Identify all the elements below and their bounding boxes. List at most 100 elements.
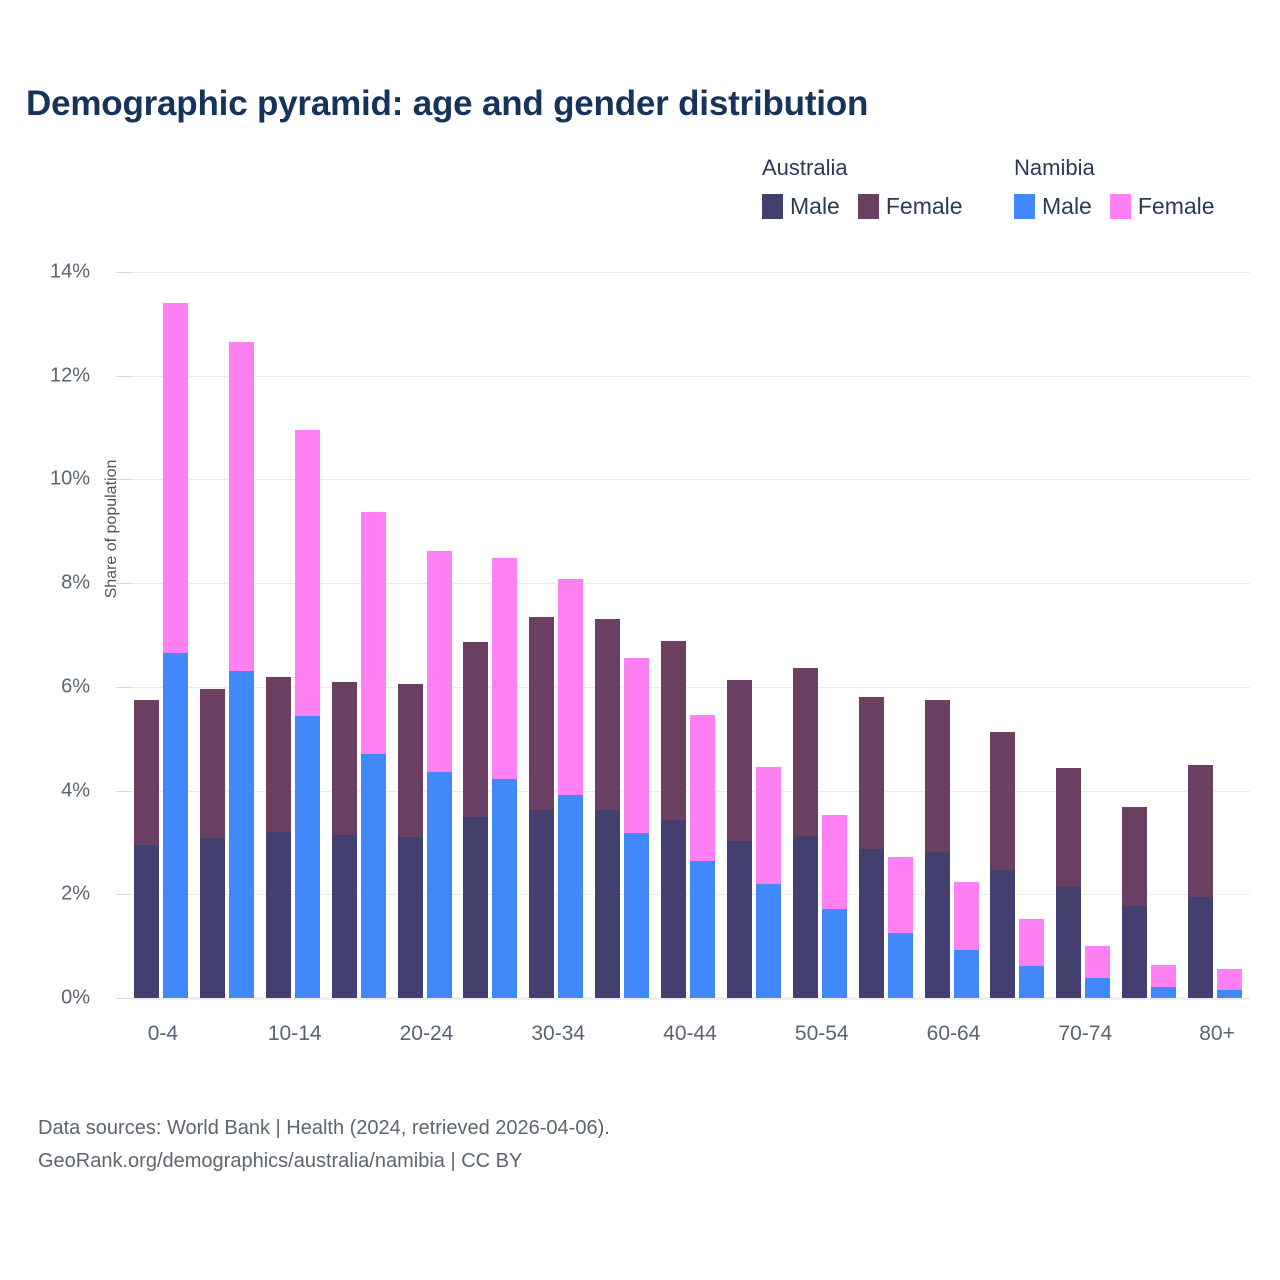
bar-segment-namibia-male[interactable] — [228, 671, 254, 998]
bar-group[interactable] — [196, 272, 262, 998]
bar-namibia[interactable] — [228, 341, 254, 998]
bar-segment-australia-male[interactable] — [1056, 887, 1082, 998]
bar-segment-australia-male[interactable] — [924, 852, 950, 998]
bar-namibia[interactable] — [1085, 946, 1111, 998]
bar-group[interactable] — [130, 272, 196, 998]
bar-segment-namibia-female[interactable] — [1085, 946, 1111, 978]
bar-segment-australia-female[interactable] — [1188, 764, 1214, 897]
bar-segment-australia-female[interactable] — [331, 681, 357, 836]
bar-group[interactable] — [921, 272, 987, 998]
bar-australia[interactable] — [990, 731, 1016, 998]
bar-segment-namibia-male[interactable] — [690, 860, 716, 998]
bar-segment-namibia-male[interactable] — [953, 949, 979, 998]
bar-segment-australia-female[interactable] — [1056, 767, 1082, 888]
bar-segment-namibia-male[interactable] — [426, 772, 452, 998]
bar-group[interactable] — [657, 272, 723, 998]
bar-segment-australia-male[interactable] — [1188, 896, 1214, 998]
bar-namibia[interactable] — [163, 303, 188, 998]
legend-item-namibia-male[interactable]: Male — [1014, 193, 1092, 220]
bar-segment-australia-male[interactable] — [529, 809, 555, 998]
bar-segment-namibia-female[interactable] — [1019, 919, 1045, 966]
bar-segment-australia-female[interactable] — [134, 699, 159, 846]
bar-australia[interactable] — [1056, 767, 1082, 998]
bar-australia[interactable] — [1122, 806, 1148, 998]
bar-segment-australia-male[interactable] — [792, 836, 818, 998]
bar-segment-namibia-male[interactable] — [821, 909, 847, 998]
bar-segment-australia-male[interactable] — [858, 849, 884, 998]
bar-segment-namibia-male[interactable] — [294, 715, 320, 998]
bar-australia[interactable] — [529, 616, 555, 998]
bar-segment-australia-female[interactable] — [726, 679, 752, 841]
bar-segment-namibia-male[interactable] — [558, 794, 584, 998]
bar-australia[interactable] — [661, 641, 687, 998]
bar-group[interactable] — [459, 272, 525, 998]
bar-australia[interactable] — [397, 683, 423, 998]
bar-australia[interactable] — [924, 699, 950, 998]
bar-segment-australia-female[interactable] — [529, 616, 555, 810]
bar-segment-namibia-female[interactable] — [755, 767, 781, 884]
bar-group[interactable] — [723, 272, 789, 998]
bar-segment-australia-male[interactable] — [990, 869, 1016, 998]
bar-segment-australia-female[interactable] — [858, 696, 884, 850]
bar-australia[interactable] — [331, 681, 357, 998]
bar-segment-namibia-female[interactable] — [228, 341, 254, 672]
bar-australia[interactable] — [463, 642, 489, 998]
bar-segment-australia-male[interactable] — [199, 838, 225, 998]
bar-namibia[interactable] — [1217, 968, 1243, 998]
bar-segment-namibia-male[interactable] — [163, 653, 188, 998]
bar-group[interactable] — [1118, 272, 1184, 998]
bar-namibia[interactable] — [492, 558, 518, 998]
bar-segment-australia-male[interactable] — [265, 832, 291, 998]
bar-group[interactable] — [525, 272, 591, 998]
bar-segment-namibia-male[interactable] — [624, 832, 650, 998]
legend-item-australia-female[interactable]: Female — [857, 193, 963, 220]
bar-namibia[interactable] — [690, 715, 716, 998]
bar-namibia[interactable] — [426, 551, 452, 998]
bar-segment-namibia-female[interactable] — [426, 551, 452, 773]
bar-segment-australia-female[interactable] — [595, 619, 621, 811]
bar-segment-namibia-female[interactable] — [953, 882, 979, 950]
bar-segment-namibia-female[interactable] — [163, 303, 188, 654]
bar-namibia[interactable] — [953, 882, 979, 998]
bar-segment-namibia-male[interactable] — [1217, 990, 1243, 998]
bar-segment-australia-male[interactable] — [726, 840, 752, 998]
bar-segment-australia-female[interactable] — [265, 676, 291, 833]
bar-segment-namibia-female[interactable] — [360, 512, 386, 755]
bar-namibia[interactable] — [1151, 965, 1177, 998]
bar-namibia[interactable] — [755, 767, 781, 998]
bar-segment-namibia-female[interactable] — [887, 857, 913, 933]
bar-segment-australia-female[interactable] — [792, 668, 818, 837]
bar-namibia[interactable] — [1019, 919, 1045, 998]
bar-segment-australia-male[interactable] — [331, 835, 357, 998]
bar-segment-australia-female[interactable] — [661, 641, 687, 820]
bar-group[interactable] — [1052, 272, 1118, 998]
bar-group[interactable] — [262, 272, 328, 998]
bar-segment-namibia-female[interactable] — [624, 658, 650, 833]
bar-group[interactable] — [855, 272, 921, 998]
bar-segment-namibia-male[interactable] — [1085, 977, 1111, 998]
bar-namibia[interactable] — [558, 579, 584, 998]
bar-segment-australia-male[interactable] — [397, 837, 423, 998]
bar-segment-namibia-male[interactable] — [492, 779, 518, 998]
bar-segment-australia-male[interactable] — [595, 810, 621, 998]
bar-australia[interactable] — [792, 668, 818, 998]
bar-segment-australia-female[interactable] — [463, 642, 489, 817]
bar-namibia[interactable] — [821, 815, 847, 998]
bar-group[interactable] — [328, 272, 394, 998]
bar-australia[interactable] — [1188, 764, 1214, 998]
bar-segment-namibia-female[interactable] — [821, 815, 847, 910]
bar-segment-namibia-female[interactable] — [294, 429, 320, 716]
legend-item-namibia-female[interactable]: Female — [1109, 193, 1215, 220]
bar-segment-namibia-female[interactable] — [492, 558, 518, 780]
bar-segment-namibia-male[interactable] — [360, 754, 386, 998]
bar-segment-australia-female[interactable] — [1122, 806, 1148, 907]
bar-segment-australia-male[interactable] — [134, 845, 159, 998]
bar-australia[interactable] — [858, 696, 884, 998]
bar-segment-namibia-female[interactable] — [558, 579, 584, 795]
bar-segment-namibia-female[interactable] — [1217, 968, 1243, 991]
bar-segment-australia-male[interactable] — [1122, 906, 1148, 998]
bar-australia[interactable] — [595, 619, 621, 998]
bar-segment-australia-female[interactable] — [199, 688, 225, 839]
bar-segment-australia-female[interactable] — [924, 699, 950, 853]
bar-namibia[interactable] — [294, 429, 320, 998]
